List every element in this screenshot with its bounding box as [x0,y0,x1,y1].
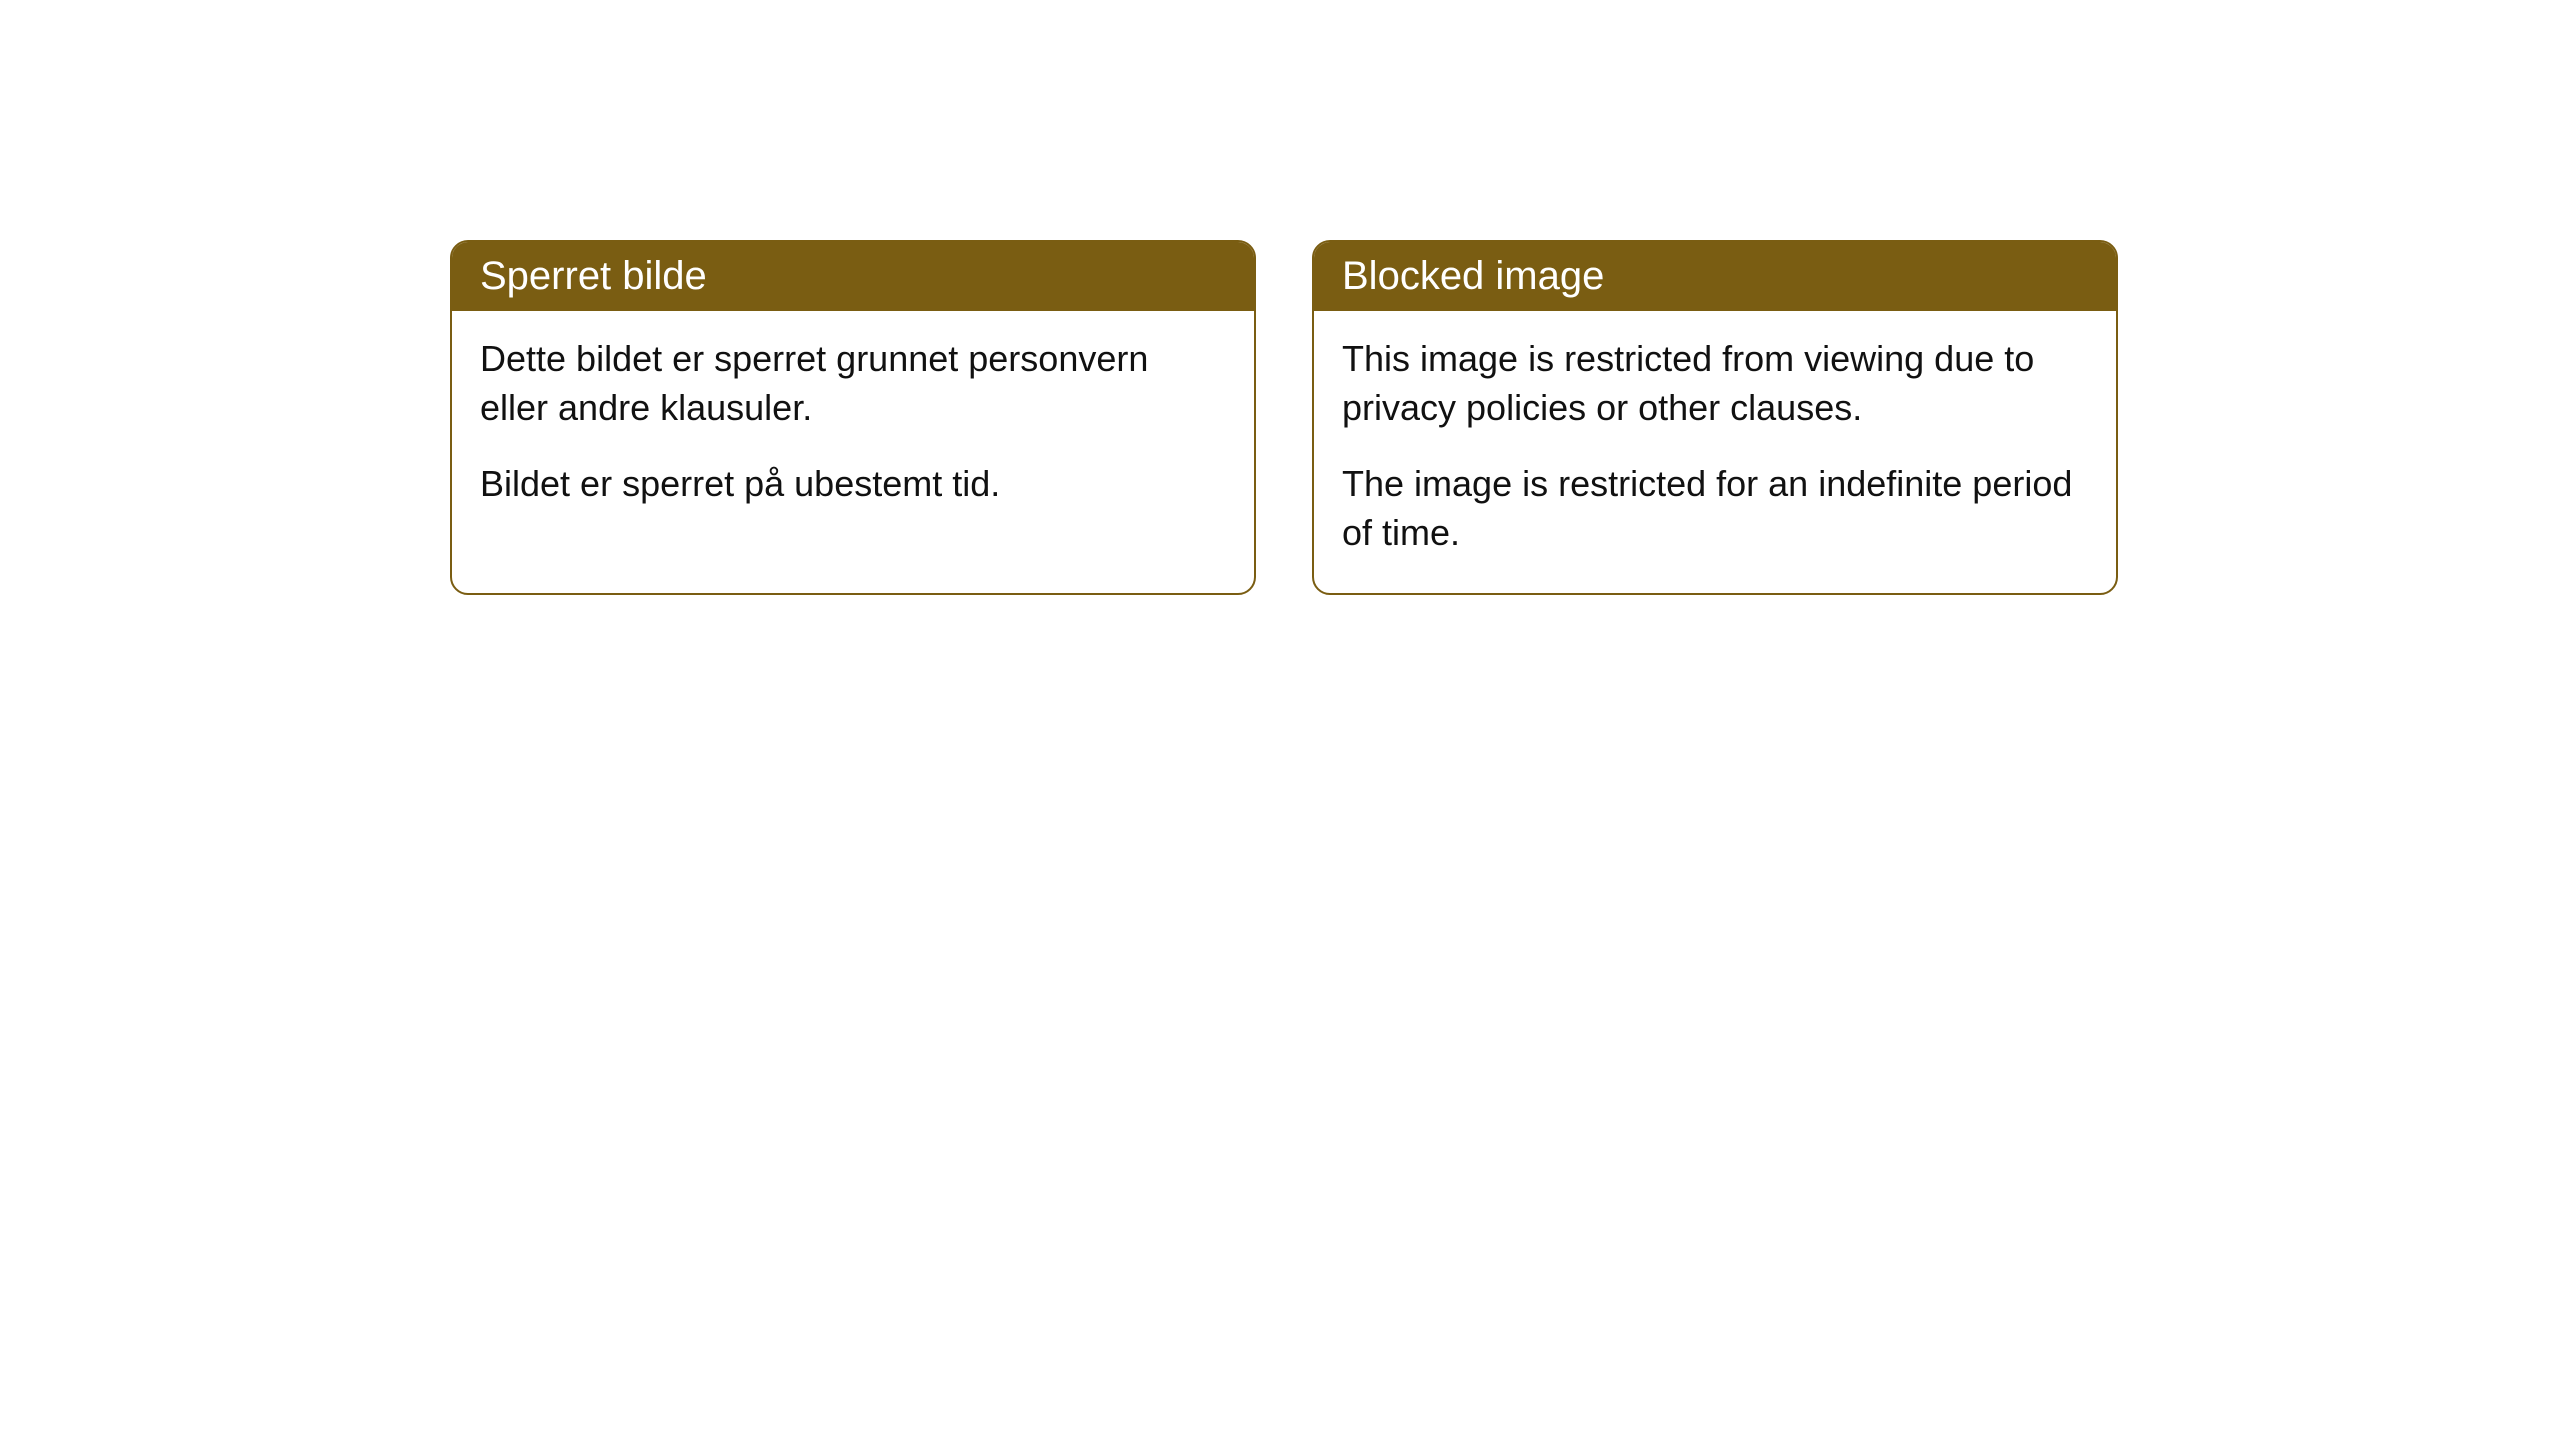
card-paragraph: This image is restricted from viewing du… [1342,335,2088,432]
card-body-norwegian: Dette bildet er sperret grunnet personve… [452,311,1254,545]
card-body-english: This image is restricted from viewing du… [1314,311,2116,593]
card-header-english: Blocked image [1314,242,2116,311]
card-paragraph: Bildet er sperret på ubestemt tid. [480,460,1226,509]
card-paragraph: The image is restricted for an indefinit… [1342,460,2088,557]
card-norwegian: Sperret bilde Dette bildet er sperret gr… [450,240,1256,595]
card-title: Sperret bilde [480,254,707,298]
card-paragraph: Dette bildet er sperret grunnet personve… [480,335,1226,432]
cards-container: Sperret bilde Dette bildet er sperret gr… [450,240,2118,595]
card-english: Blocked image This image is restricted f… [1312,240,2118,595]
card-header-norwegian: Sperret bilde [452,242,1254,311]
card-title: Blocked image [1342,254,1604,298]
